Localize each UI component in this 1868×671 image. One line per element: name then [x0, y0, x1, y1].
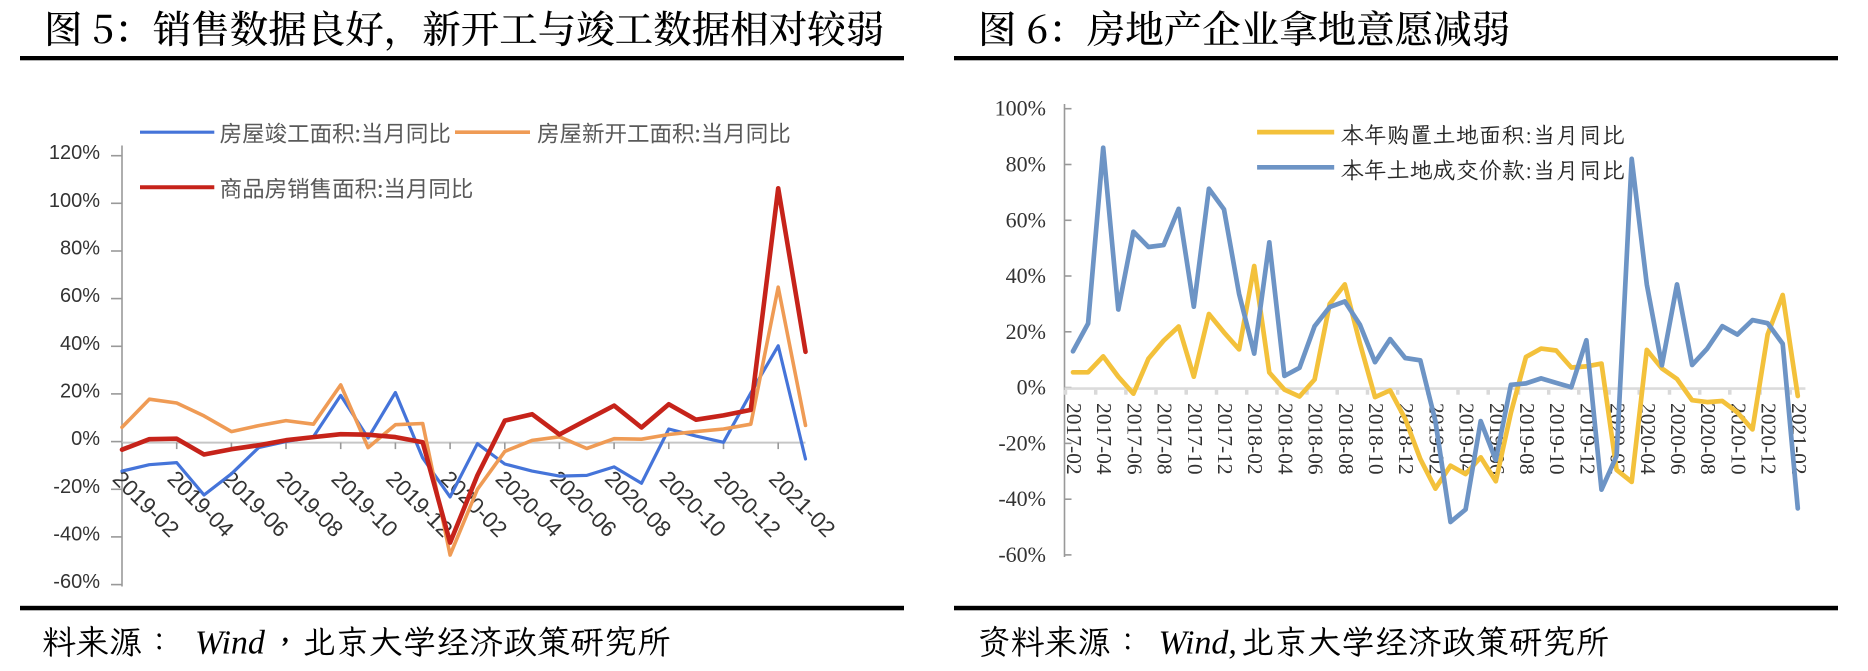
svg-text:2018-02: 2018-02 [1243, 403, 1267, 475]
svg-text:2020-08: 2020-08 [1696, 403, 1720, 475]
svg-text:2018-10: 2018-10 [1364, 403, 1388, 475]
svg-text:2019-08: 2019-08 [1515, 403, 1539, 475]
svg-text:-40%: -40% [53, 523, 100, 545]
svg-text:-40%: -40% [998, 486, 1046, 511]
svg-text:-20%: -20% [998, 430, 1046, 455]
svg-text:-60%: -60% [998, 542, 1046, 567]
svg-text:2018-06: 2018-06 [1304, 403, 1328, 475]
svg-text:2020-12: 2020-12 [1757, 403, 1781, 475]
svg-text:2018-04: 2018-04 [1273, 403, 1297, 475]
svg-text:100%: 100% [995, 96, 1046, 121]
svg-text:-60%: -60% [53, 571, 100, 593]
svg-text:80%: 80% [60, 237, 100, 259]
svg-text:2017-08: 2017-08 [1153, 403, 1177, 475]
svg-text:20%: 20% [60, 380, 100, 402]
svg-text:0%: 0% [1017, 375, 1046, 400]
svg-text:2018-08: 2018-08 [1334, 403, 1358, 475]
svg-text:60%: 60% [1006, 207, 1046, 232]
svg-text:2017-12: 2017-12 [1213, 403, 1237, 475]
svg-text:20%: 20% [1006, 319, 1046, 344]
svg-text:2020-06: 2020-06 [1666, 403, 1690, 475]
svg-text:2017-06: 2017-06 [1122, 403, 1146, 475]
svg-text:2017-04: 2017-04 [1092, 403, 1116, 475]
svg-text:40%: 40% [1006, 263, 1046, 288]
svg-text:0%: 0% [71, 428, 100, 450]
svg-text:60%: 60% [60, 285, 100, 307]
svg-text:40%: 40% [60, 333, 100, 355]
svg-text:2019-10: 2019-10 [1545, 403, 1569, 475]
svg-text:Wind: Wind [195, 625, 266, 662]
svg-text:Wind,: Wind, [1159, 625, 1237, 662]
svg-text:80%: 80% [1006, 151, 1046, 176]
svg-text:-20%: -20% [53, 476, 100, 498]
svg-text:120%: 120% [49, 142, 100, 164]
svg-text:100%: 100% [49, 190, 100, 212]
svg-text:2017-10: 2017-10 [1183, 403, 1207, 475]
svg-text:2017-02: 2017-02 [1062, 403, 1086, 475]
